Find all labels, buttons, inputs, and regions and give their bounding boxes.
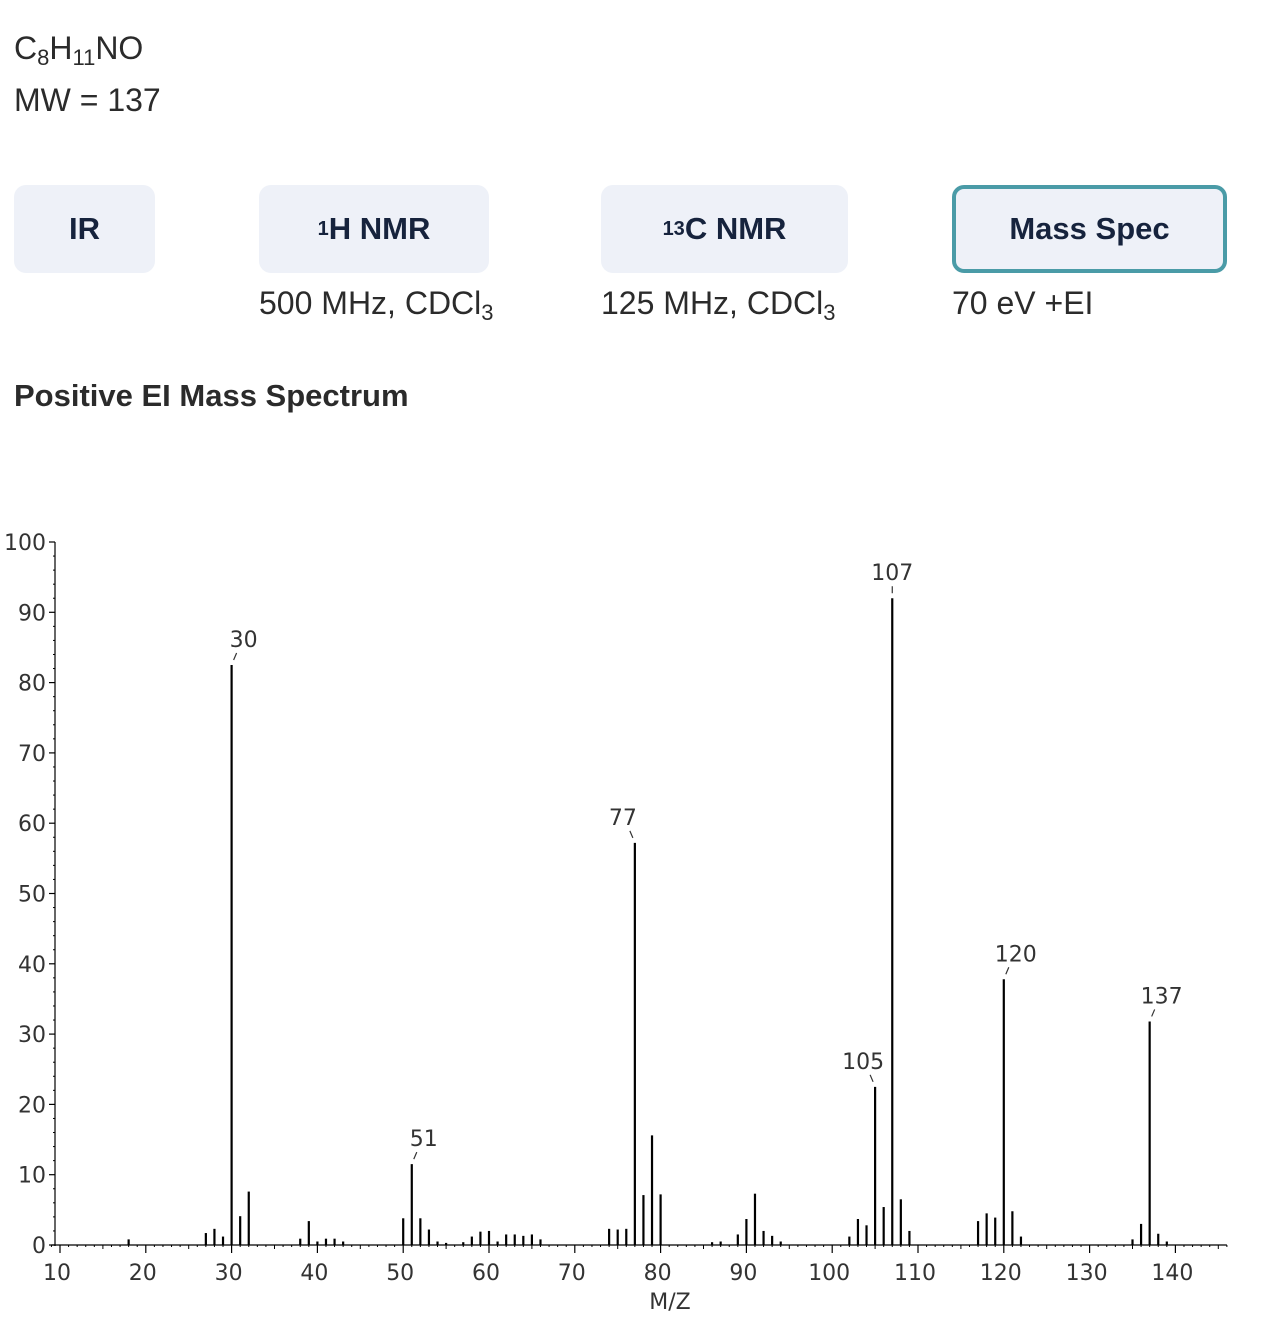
y-tick-label: 80: [18, 672, 46, 697]
x-tick-label: 120: [980, 1261, 1022, 1286]
x-tick-label: 100: [808, 1261, 850, 1286]
y-tick-label: 100: [4, 531, 46, 556]
peak-label-leader: [629, 830, 634, 839]
mass-spectrum-chart: M/Z 10 20 30 40 50 60 70 80 90 100 110 120 130 140010…: [4, 531, 1228, 1315]
x-tick-label: 80: [644, 1261, 672, 1286]
x-tick-label: 50: [386, 1261, 414, 1286]
peak-label-leader: [413, 1151, 418, 1160]
peak-label-77: 77: [609, 806, 637, 831]
y-tick-label: 10: [18, 1164, 46, 1189]
tab-1h-nmr-label: H NMR: [328, 211, 431, 246]
y-tick-label: 50: [18, 883, 46, 908]
y-tick-label: 0: [32, 1234, 46, 1259]
y-tick-label: 40: [18, 953, 46, 978]
x-tick-label: 60: [472, 1261, 500, 1286]
peak-label-leader: [233, 652, 238, 661]
tab-mass-spec-label: Mass Spec: [1009, 211, 1170, 246]
y-tick-label: 70: [18, 742, 46, 767]
y-tick-label: 20: [18, 1093, 46, 1118]
x-tick-label: 10: [43, 1261, 71, 1286]
x-tick-label: 20: [129, 1261, 157, 1286]
x-tick-label: 70: [558, 1261, 586, 1286]
tab-13c-nmr[interactable]: 13 C NMR: [601, 185, 848, 273]
peak-label-107: 107: [871, 561, 913, 586]
molecular-weight: MW = 137: [14, 82, 161, 118]
tab-13c-nmr-conditions: 125 MHz, CDCl3: [601, 285, 836, 325]
peak-label-leader: [869, 1074, 874, 1083]
tab-ir[interactable]: IR: [14, 185, 155, 273]
peak-label-137: 137: [1141, 984, 1183, 1009]
x-tick-label: 110: [894, 1261, 936, 1286]
peak-label-51: 51: [410, 1127, 438, 1152]
peak-label-30: 30: [230, 628, 258, 653]
peak-label-120: 120: [995, 942, 1037, 967]
molecular-formula: C8H11NO: [14, 30, 144, 70]
x-tick-label: 140: [1151, 1261, 1193, 1286]
y-tick-label: 90: [18, 601, 46, 626]
section-title: Positive EI Mass Spectrum: [14, 378, 409, 413]
y-tick-label: 30: [18, 1023, 46, 1048]
peak-label-leader: [1151, 1009, 1156, 1017]
x-tick-label: 40: [300, 1261, 328, 1286]
tab-ir-label: IR: [69, 211, 100, 246]
y-tick-label: 60: [18, 812, 46, 837]
x-tick-label: 90: [729, 1261, 757, 1286]
compound-info: C8H11NO MW = 137: [14, 22, 161, 126]
tab-mass-spec-conditions: 70 eV +EI: [952, 285, 1094, 321]
peak-label-105: 105: [842, 1050, 884, 1075]
x-tick-label: 30: [215, 1261, 243, 1286]
x-tick-label: 130: [1066, 1261, 1108, 1286]
tab-13c-nmr-label: C NMR: [684, 211, 787, 246]
x-axis-label: M/Z: [649, 1290, 690, 1315]
peak-label-leader: [1005, 967, 1010, 975]
tab-mass-spec[interactable]: Mass Spec: [952, 185, 1227, 273]
tab-1h-nmr-conditions: 500 MHz, CDCl3: [259, 285, 494, 325]
